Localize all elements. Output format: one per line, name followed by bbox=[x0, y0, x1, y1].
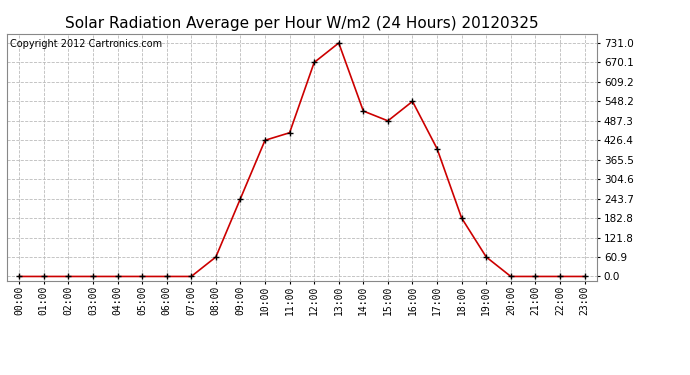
Title: Solar Radiation Average per Hour W/m2 (24 Hours) 20120325: Solar Radiation Average per Hour W/m2 (2… bbox=[65, 16, 539, 31]
Text: Copyright 2012 Cartronics.com: Copyright 2012 Cartronics.com bbox=[10, 39, 162, 49]
